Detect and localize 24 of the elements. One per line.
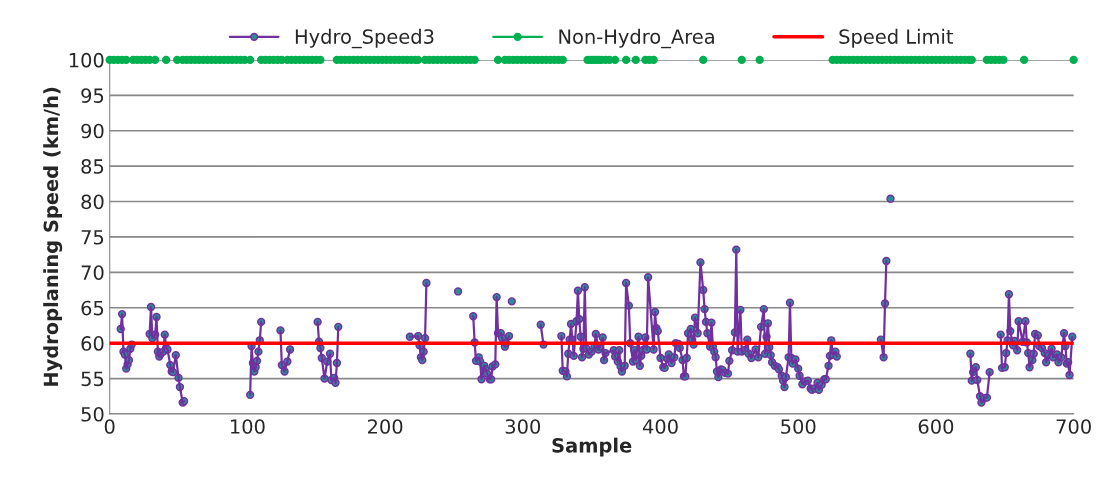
- y-tick-label: 70: [81, 265, 104, 280]
- y-tick-label: 90: [81, 123, 104, 139]
- y-tick-label: 85: [81, 159, 104, 174]
- y-tick-label: 65: [81, 300, 104, 316]
- x-tick-label: 600: [918, 419, 954, 434]
- y-tick-label: 75: [81, 230, 104, 245]
- x-tick-label: 700: [1056, 419, 1091, 434]
- legend-label: Hydro_Speed3: [295, 28, 434, 49]
- y-tick-label: 100: [69, 52, 104, 68]
- x-tick-label: 400: [642, 419, 678, 434]
- legend-label: Speed Limit: [839, 28, 954, 48]
- y-axis-title: Hydroplaning Speed (km/h): [43, 87, 63, 386]
- x-tick-label: 200: [367, 419, 403, 434]
- y-tick-label: 55: [81, 371, 104, 387]
- legend-label: Non-Hydro_Area: [559, 28, 714, 49]
- y-tick-label: 95: [81, 88, 104, 103]
- x-axis-title: Sample: [552, 437, 632, 457]
- x-tick-label: 100: [230, 419, 265, 434]
- x-tick-label: 500: [781, 419, 816, 434]
- x-tick-label: 300: [505, 419, 541, 434]
- x-tick-label: 0: [104, 419, 115, 434]
- y-tick-label: 60: [81, 336, 104, 351]
- y-tick-label: 80: [81, 194, 104, 210]
- y-tick-label: 50: [81, 406, 104, 422]
